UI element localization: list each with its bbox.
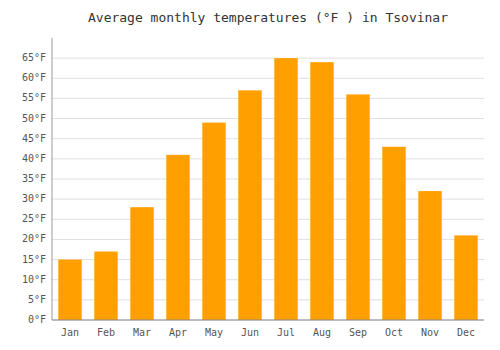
- x-tick-label: Nov: [421, 327, 439, 338]
- x-tick-label: Dec: [457, 327, 475, 338]
- bar: [166, 155, 189, 320]
- x-tick-label: May: [205, 327, 223, 338]
- x-tick-label: Oct: [385, 327, 403, 338]
- bar: [418, 191, 441, 320]
- bars: [58, 58, 477, 320]
- y-axis-line: [52, 38, 53, 320]
- bar: [274, 58, 297, 320]
- grid-line: [52, 78, 484, 79]
- bar: [454, 235, 477, 320]
- x-tick-label: Sep: [349, 327, 367, 338]
- y-tick-label: 65°F: [22, 52, 46, 63]
- y-tick-label: 15°F: [22, 254, 46, 265]
- y-tick-label: 55°F: [22, 92, 46, 103]
- x-tick-label: Apr: [169, 327, 187, 338]
- bar: [94, 252, 117, 320]
- chart-container: 0°F 5°F 10°F 15°F 20°F 25°F 30°F 35°F 40°F 45°F 50…: [0, 0, 500, 350]
- y-tick-label: 30°F: [22, 193, 46, 204]
- y-tick-label: 20°F: [22, 233, 46, 244]
- bar: [238, 90, 261, 320]
- grid-line: [52, 98, 484, 99]
- y-tick-label: 40°F: [22, 153, 46, 164]
- y-ticks: 0°F 5°F 10°F 15°F 20°F 25°F 30°F 35°F 40°F 45°F 50…: [22, 52, 46, 325]
- bar: [346, 94, 369, 320]
- y-tick-label: 25°F: [22, 213, 46, 224]
- grid-line: [52, 320, 484, 321]
- x-tick-label: Mar: [133, 327, 151, 338]
- chart-svg: 0°F 5°F 10°F 15°F 20°F 25°F 30°F 35°F 40°F 45°F 50…: [0, 0, 500, 350]
- bar: [202, 123, 225, 320]
- x-tick-label: Jul: [277, 327, 295, 338]
- bar: [130, 207, 153, 320]
- y-tick-label: 50°F: [22, 113, 46, 124]
- y-tick-label: 0°F: [28, 314, 46, 325]
- y-tick-label: 10°F: [22, 274, 46, 285]
- grid-line: [52, 138, 484, 139]
- y-tick-label: 60°F: [22, 72, 46, 83]
- x-tick-label: Jan: [61, 327, 79, 338]
- x-ticks: Jan Feb Mar Apr May Jun Jul Aug Sep Oct Nov Dec: [61, 327, 475, 338]
- grid-line: [52, 118, 484, 119]
- bar: [58, 260, 81, 320]
- y-tick-label: 45°F: [22, 133, 46, 144]
- bar: [310, 62, 333, 320]
- grid: [52, 58, 484, 320]
- y-tick-label: 5°F: [28, 294, 46, 305]
- title: Average monthly temperatures (°F ) in Ts…: [88, 10, 448, 25]
- x-tick-label: Feb: [97, 327, 115, 338]
- grid-line: [52, 179, 484, 180]
- x-axis-line: [52, 320, 484, 321]
- grid-line: [52, 58, 484, 59]
- grid-line: [52, 158, 484, 159]
- x-tick-label: Jun: [241, 327, 259, 338]
- y-tick-label: 35°F: [22, 173, 46, 184]
- bar: [382, 147, 405, 320]
- x-tick-label: Aug: [313, 327, 331, 338]
